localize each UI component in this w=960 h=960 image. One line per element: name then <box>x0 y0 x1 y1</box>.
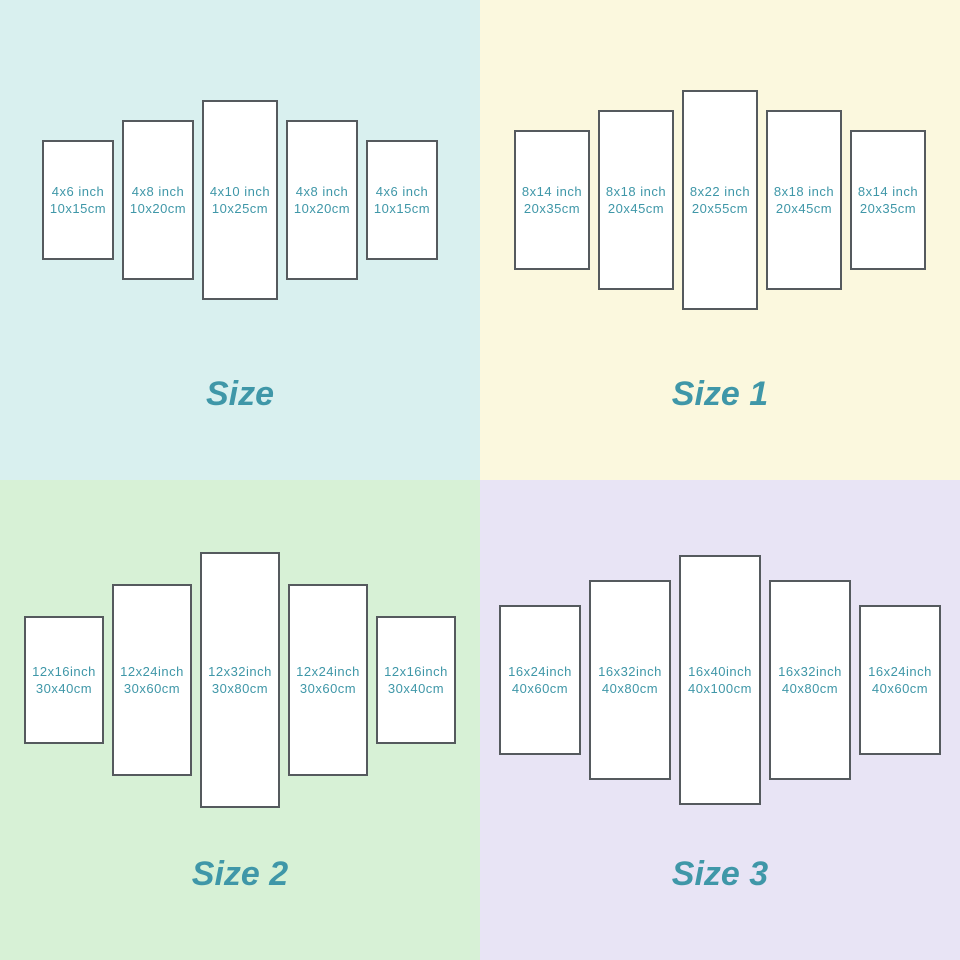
panel-size-cm: 40x80cm <box>602 681 658 696</box>
panel-size-inch: 16x24inch <box>868 664 932 679</box>
canvas-panel: 12x24inch 30x60cm <box>288 584 368 776</box>
canvas-panel: 4x8 inch 10x20cm <box>122 120 194 280</box>
canvas-panel: 16x24inch 40x60cm <box>499 605 581 755</box>
panel-size-inch: 12x16inch <box>32 664 96 679</box>
panel-size-cm: 20x45cm <box>608 201 664 216</box>
panel-size-inch: 8x14 inch <box>858 184 918 199</box>
quadrant-q2: 12x16inch 30x40cm 12x24inch 30x60cm 12x32inc… <box>0 480 480 960</box>
canvas-panel: 12x16inch 30x40cm <box>24 616 104 744</box>
canvas-panel: 16x24inch 40x60cm <box>859 605 941 755</box>
panel-size-cm: 40x60cm <box>872 681 928 696</box>
panel-size-cm: 40x80cm <box>782 681 838 696</box>
quadrant-q3: 16x24inch 40x60cm 16x32inch 40x80cm 16x40inc… <box>480 480 960 960</box>
panel-size-inch: 8x22 inch <box>690 184 750 199</box>
panel-size-inch: 12x24inch <box>120 664 184 679</box>
size-title: Size 1 <box>672 375 768 414</box>
panel-size-cm: 20x45cm <box>776 201 832 216</box>
panel-size-inch: 16x32inch <box>778 664 842 679</box>
panel-size-inch: 8x14 inch <box>522 184 582 199</box>
canvas-panel: 8x22 inch 20x55cm <box>682 90 758 310</box>
quadrant-q0: 4x6 inch 10x15cm 4x8 inch 10x20cm 4x10 inch 1… <box>0 0 480 480</box>
panel-size-cm: 20x35cm <box>524 201 580 216</box>
canvas-panel: 16x32inch 40x80cm <box>589 580 671 780</box>
panel-size-inch: 4x6 inch <box>376 184 428 199</box>
panel-size-inch: 4x6 inch <box>52 184 104 199</box>
canvas-panel: 4x10 inch 10x25cm <box>202 100 278 300</box>
panel-size-inch: 4x8 inch <box>296 184 348 199</box>
panel-size-cm: 10x20cm <box>130 201 186 216</box>
panel-size-inch: 4x10 inch <box>210 184 270 199</box>
panel-size-inch: 8x18 inch <box>606 184 666 199</box>
panel-size-cm: 10x20cm <box>294 201 350 216</box>
panel-size-cm: 20x35cm <box>860 201 916 216</box>
panel-size-cm: 40x60cm <box>512 681 568 696</box>
panel-size-cm: 30x60cm <box>124 681 180 696</box>
panel-size-cm: 30x40cm <box>36 681 92 696</box>
canvas-panel: 8x14 inch 20x35cm <box>850 130 926 270</box>
panel-size-inch: 8x18 inch <box>774 184 834 199</box>
panel-size-cm: 20x55cm <box>692 201 748 216</box>
panel-size-inch: 12x32inch <box>208 664 272 679</box>
quadrant-q1: 8x14 inch 20x35cm 8x18 inch 20x45cm 8x22 inc… <box>480 0 960 480</box>
canvas-panel: 4x8 inch 10x20cm <box>286 120 358 280</box>
panels-wrap: 8x14 inch 20x35cm 8x18 inch 20x45cm 8x22 inc… <box>514 60 926 340</box>
canvas-panel: 4x6 inch 10x15cm <box>366 140 438 260</box>
panel-size-inch: 4x8 inch <box>132 184 184 199</box>
panels-wrap: 12x16inch 30x40cm 12x24inch 30x60cm 12x32inc… <box>24 540 456 820</box>
panel-size-inch: 16x32inch <box>598 664 662 679</box>
panel-size-inch: 16x24inch <box>508 664 572 679</box>
canvas-panel: 8x14 inch 20x35cm <box>514 130 590 270</box>
size-title: Size <box>206 375 274 414</box>
canvas-panel: 12x24inch 30x60cm <box>112 584 192 776</box>
canvas-panel: 4x6 inch 10x15cm <box>42 140 114 260</box>
panel-size-cm: 30x60cm <box>300 681 356 696</box>
canvas-panel: 12x16inch 30x40cm <box>376 616 456 744</box>
panel-size-cm: 10x15cm <box>50 201 106 216</box>
panel-size-cm: 30x80cm <box>212 681 268 696</box>
canvas-panel: 8x18 inch 20x45cm <box>598 110 674 290</box>
size-title: Size 3 <box>672 855 768 894</box>
panel-size-cm: 30x40cm <box>388 681 444 696</box>
panel-size-cm: 10x15cm <box>374 201 430 216</box>
canvas-panel: 16x32inch 40x80cm <box>769 580 851 780</box>
canvas-panel: 8x18 inch 20x45cm <box>766 110 842 290</box>
panels-wrap: 4x6 inch 10x15cm 4x8 inch 10x20cm 4x10 inch 1… <box>42 60 438 340</box>
panels-wrap: 16x24inch 40x60cm 16x32inch 40x80cm 16x40inc… <box>499 540 941 820</box>
panel-size-cm: 10x25cm <box>212 201 268 216</box>
panel-size-inch: 12x16inch <box>384 664 448 679</box>
size-title: Size 2 <box>192 855 288 894</box>
panel-size-inch: 12x24inch <box>296 664 360 679</box>
canvas-panel: 12x32inch 30x80cm <box>200 552 280 808</box>
panel-size-cm: 40x100cm <box>688 681 752 696</box>
canvas-panel: 16x40inch 40x100cm <box>679 555 761 805</box>
panel-size-inch: 16x40inch <box>688 664 752 679</box>
